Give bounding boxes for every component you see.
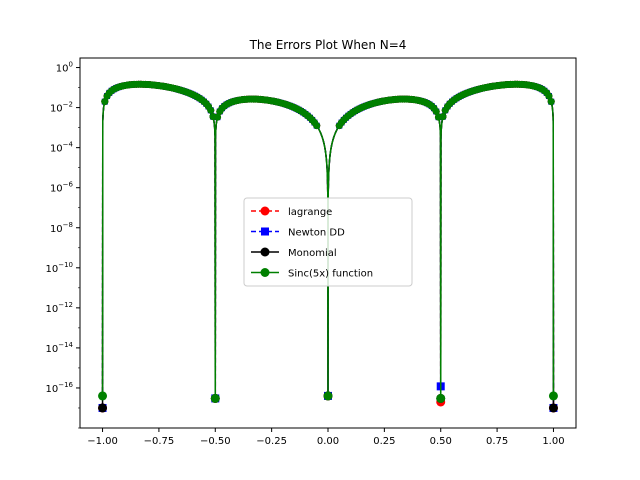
x-tick-label: −0.25 [256,436,287,447]
y-tick-label: 10−2 [50,101,73,115]
data-point [545,92,553,100]
node-point [98,391,108,401]
x-tick-label: −1.00 [87,436,118,447]
legend-label: Sinc(5x) function [288,269,373,280]
y-tick-label: 10−8 [50,221,73,235]
y-tick-label: 100 [56,61,73,75]
legend-item: lagrange [251,206,332,218]
legend: lagrange Newton DD Monomial Sinc(5x) functi… [243,197,413,287]
y-tick-label: 10−10 [45,261,73,275]
legend-marker [260,247,270,257]
legend-marker [261,227,269,236]
data-point [207,106,215,114]
y-axis: 10−16 10−14 10−12 10−10 10−8 10−6 10−4 10−2 100 [45,61,80,429]
data-point [214,113,222,121]
legend-label: Monomial [288,248,337,259]
y-tick-label: 10−6 [50,181,74,195]
node-point [548,391,558,401]
node-point [548,403,558,413]
x-tick-label: 1.00 [542,436,564,447]
data-point [439,113,447,121]
legend-item: Monomial [251,247,337,259]
legend-item: Sinc(5x) function [251,268,373,280]
x-tick-label: 0.00 [317,436,339,447]
plot-area [98,80,558,413]
legend-label: lagrange [288,207,332,218]
x-tick-label: 0.25 [373,436,395,447]
data-point [101,98,109,106]
node-point [98,403,108,413]
data-point [432,107,440,115]
y-tick-label: 10−14 [45,341,73,355]
y-tick-label: 10−12 [45,301,73,315]
node-point [436,393,446,403]
legend-item: Newton DD [251,227,345,239]
legend-marker [260,206,270,216]
node-point [210,393,220,403]
legend-marker [260,268,270,277]
y-tick-label: 10−16 [45,381,73,395]
legend-label: Newton DD [288,228,345,239]
data-point [547,98,555,106]
data-point [313,122,321,130]
y-tick-label: 10−4 [50,141,74,155]
chart-title: The Errors Plot When N=4 [249,38,407,52]
x-tick-label: 0.75 [486,436,508,447]
x-axis: −1.00 −0.75 −0.50 −0.25 0.00 0.25 0.50 0.75 1.00 [87,428,565,447]
legend-box [243,197,413,287]
node-point [323,391,333,401]
x-tick-label: −0.75 [144,436,175,447]
x-tick-label: 0.50 [430,436,452,447]
x-tick-label: −0.50 [200,436,231,447]
series-sinc-5x-function [98,80,558,403]
